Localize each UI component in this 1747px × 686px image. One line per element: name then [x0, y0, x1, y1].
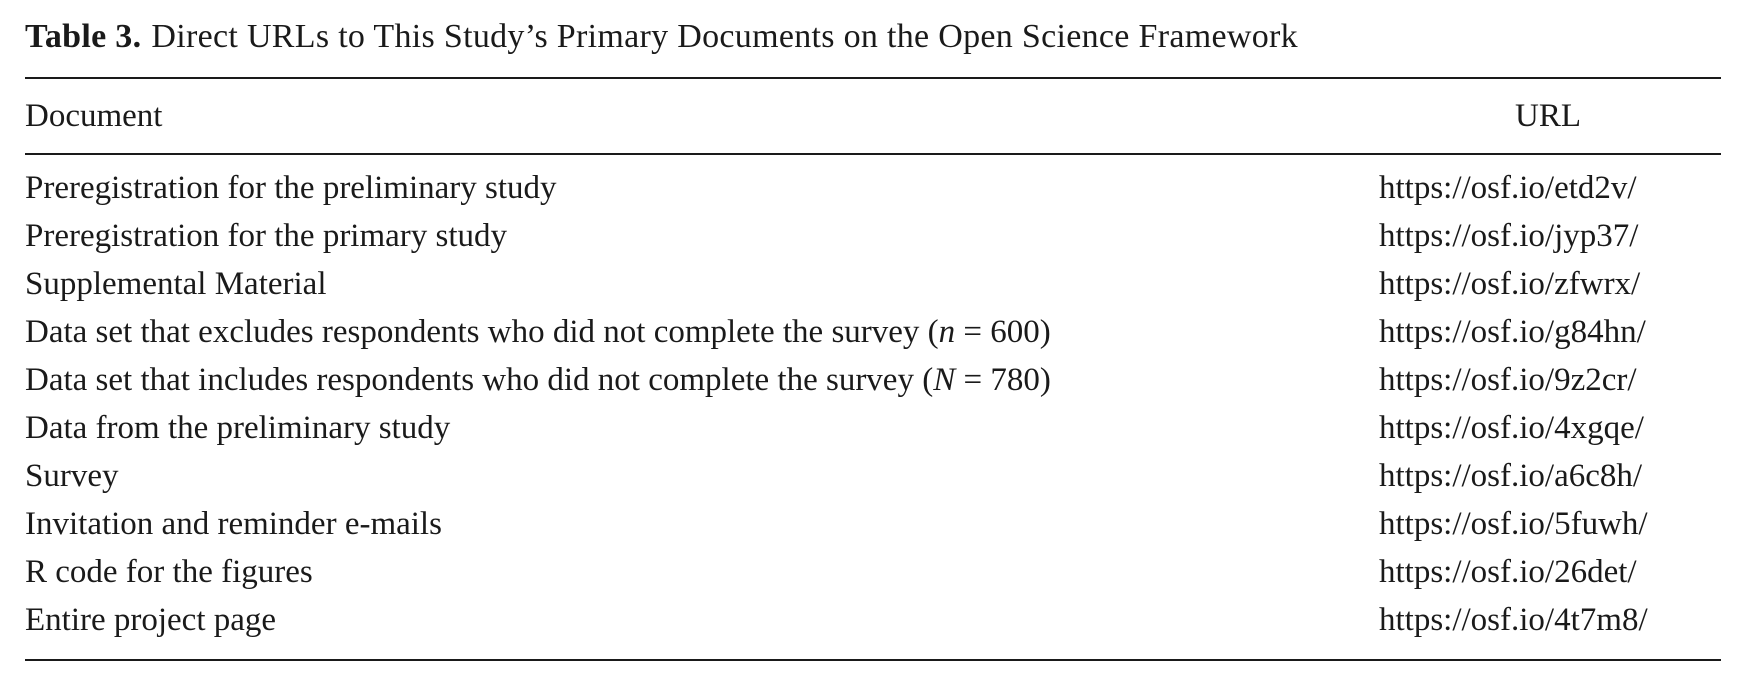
table-label: Table 3.	[25, 18, 142, 55]
stat-symbol: N	[933, 362, 956, 398]
document-cell: R code for the figures	[25, 554, 313, 591]
document-cell: Data from the preliminary study	[25, 410, 450, 447]
url-link[interactable]: https://osf.io/4xgqe/	[1379, 410, 1644, 446]
table-row: Invitation and reminder e-mails https://o…	[0, 506, 1747, 554]
document-text: Invitation and reminder e-mails	[25, 506, 442, 542]
stat-value: = 780)	[955, 362, 1051, 398]
stat-value: = 600)	[955, 314, 1051, 350]
table-row: Data from the preliminary study https://o…	[0, 410, 1747, 458]
table-row: Entire project page https://osf.io/4t7m8/	[0, 602, 1747, 650]
table-row: Preregistration for the preliminary stud…	[0, 170, 1747, 218]
document-text: Data set that excludes respondents who d…	[25, 314, 939, 350]
document-cell: Entire project page	[25, 602, 276, 639]
url-link[interactable]: https://osf.io/a6c8h/	[1379, 458, 1643, 494]
top-rule	[25, 77, 1721, 79]
url-link[interactable]: https://osf.io/26det/	[1379, 554, 1637, 590]
document-cell: Preregistration for the primary study	[25, 218, 507, 255]
table-row: R code for the figures https://osf.io/26d…	[0, 554, 1747, 602]
document-cell: Data set that excludes respondents who d…	[25, 314, 1051, 351]
table-caption-text: Direct URLs to This Study’s Primary Docu…	[151, 18, 1298, 55]
document-text: Data from the preliminary study	[25, 410, 451, 446]
document-cell: Supplemental Material	[25, 266, 327, 303]
column-header-url: URL	[1515, 98, 1581, 134]
url-link[interactable]: https://osf.io/9z2cr/	[1379, 362, 1637, 398]
column-header-document: Document	[25, 98, 163, 134]
url-link[interactable]: https://osf.io/etd2v/	[1379, 170, 1637, 206]
document-cell: Survey	[25, 458, 119, 495]
document-text: Entire project page	[25, 602, 277, 638]
stat-symbol: n	[938, 314, 956, 350]
url-link[interactable]: https://osf.io/jyp37/	[1379, 218, 1639, 254]
document-text: Survey	[25, 458, 119, 494]
bottom-rule	[25, 659, 1721, 661]
table-row: Data set that includes respondents who d…	[0, 362, 1747, 410]
document-cell: Preregistration for the preliminary stud…	[25, 170, 557, 207]
url-link[interactable]: https://osf.io/g84hn/	[1379, 314, 1646, 350]
table-caption: Table 3. Direct URLs to This Study’s Prim…	[25, 18, 1298, 56]
document-text: Preregistration for the primary study	[25, 218, 508, 254]
document-text: Supplemental Material	[25, 266, 327, 302]
document-text: Preregistration for the preliminary stud…	[25, 170, 557, 206]
document-text: R code for the figures	[25, 554, 313, 590]
document-cell: Data set that includes respondents who d…	[25, 362, 1051, 399]
document-cell: Invitation and reminder e-mails	[25, 506, 442, 543]
table-row: Supplemental Material https://osf.io/zfwr…	[0, 266, 1747, 314]
url-link[interactable]: https://osf.io/zfwrx/	[1379, 266, 1641, 302]
header-rule	[25, 153, 1721, 155]
url-link[interactable]: https://osf.io/5fuwh/	[1379, 506, 1648, 542]
url-link[interactable]: https://osf.io/4t7m8/	[1379, 602, 1648, 638]
table-row: Data set that excludes respondents who d…	[0, 314, 1747, 362]
table-row: Preregistration for the primary study htt…	[0, 218, 1747, 266]
table-row: Survey https://osf.io/a6c8h/	[0, 458, 1747, 506]
document-text: Data set that includes respondents who d…	[25, 362, 934, 398]
